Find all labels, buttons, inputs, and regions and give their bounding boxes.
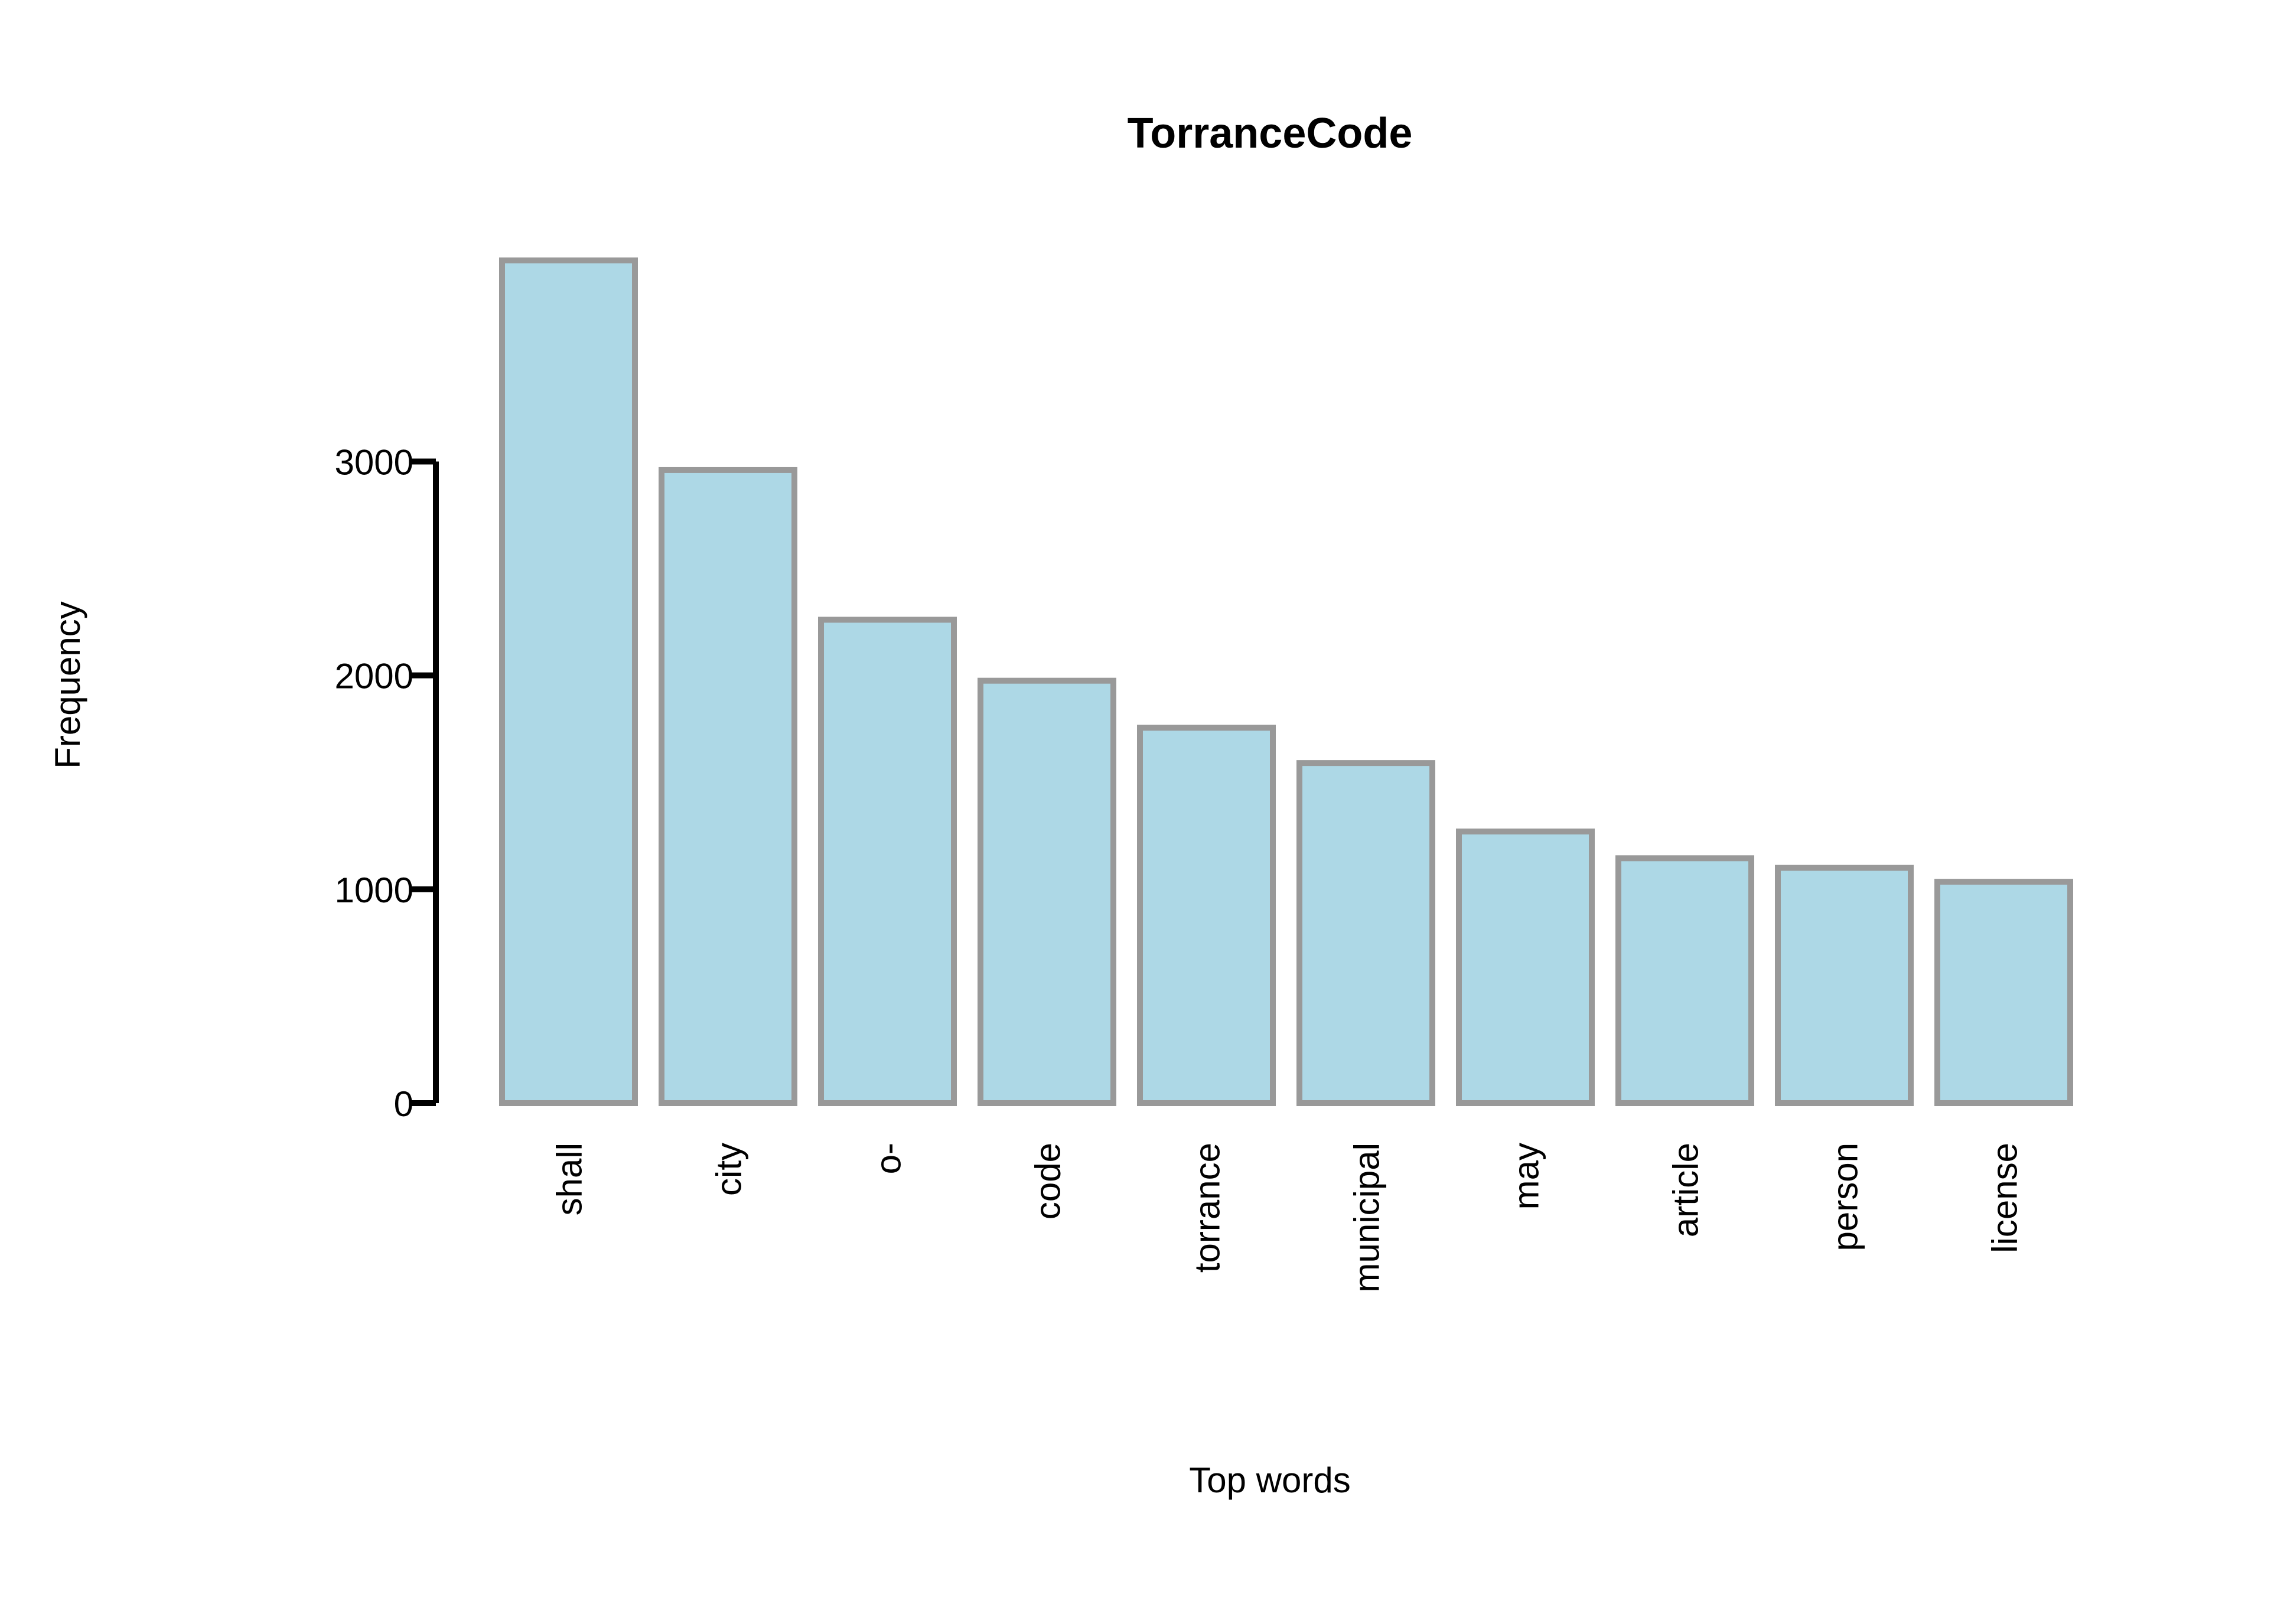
y-axis-label: Frequency [48,601,87,768]
x-category-label: city [709,1143,749,1196]
y-tick-label: 1000 [335,870,413,910]
x-category-label: torrance [1188,1143,1227,1273]
bar-person [1775,865,1914,1106]
x-category-label: may [1507,1143,1546,1209]
bars-group [499,257,2073,1107]
x-category-label: code [1028,1143,1068,1219]
chart-title: TorranceCode [1128,110,1413,157]
x-axis-label: Top words [1189,1460,1350,1500]
y-tick-label: 2000 [335,657,413,696]
x-category-label: person [1826,1143,1865,1251]
bar-city [659,467,797,1106]
bar-o [818,617,957,1107]
x-category-label: shall [550,1143,589,1215]
x-category-label: o- [869,1143,908,1174]
bar-shall [499,257,638,1106]
bar-torrance [1137,725,1276,1106]
y-tick-label: 0 [394,1084,413,1124]
y-tick-label: 3000 [335,442,413,482]
bar-municipal [1296,760,1435,1106]
category-labels: shall city o-code torrance municipal may artic… [550,1143,2025,1292]
x-category-label: article [1666,1143,1706,1237]
x-category-label: municipal [1347,1143,1387,1292]
bar-may [1456,829,1595,1107]
bar-code [978,677,1116,1106]
y-axis-ticks: 0 1000 2000 3000 [335,442,436,1124]
x-category-label: license [1985,1143,2025,1253]
bar-article [1615,855,1754,1107]
bar-license [1934,879,2073,1106]
